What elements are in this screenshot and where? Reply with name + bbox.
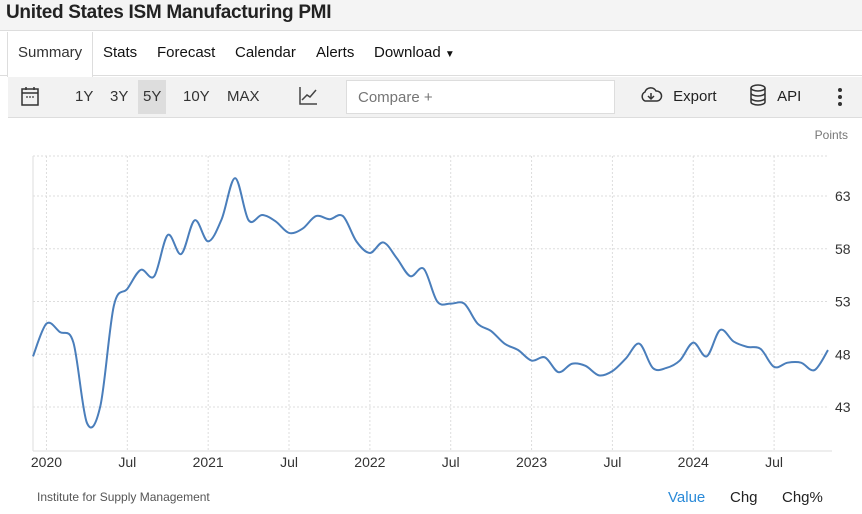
range-max[interactable]: MAX	[227, 88, 260, 105]
x-tick-label: 2020	[31, 454, 62, 470]
chart-type-icon[interactable]	[298, 86, 318, 106]
tab-forecast[interactable]: Forecast	[157, 44, 216, 61]
tab-alerts[interactable]: Alerts	[316, 44, 355, 61]
tab-download-label: Download	[374, 44, 441, 61]
x-tick-label: 2023	[516, 454, 547, 470]
export-button[interactable]: Export	[639, 80, 717, 114]
calendar-icon[interactable]	[21, 86, 39, 106]
range-5y[interactable]: 5Y	[138, 80, 167, 114]
tab-summary[interactable]: Summary	[7, 32, 94, 77]
range-3y[interactable]: 3Y	[110, 88, 129, 105]
chg-button[interactable]: Chg	[730, 489, 758, 506]
tab-download[interactable]: Download ▼	[374, 32, 455, 76]
x-tick-label: Jul	[280, 454, 298, 470]
value-button[interactable]: Value	[668, 489, 706, 506]
x-tick-label: 2022	[354, 454, 385, 470]
y-tick-label: 58	[835, 241, 851, 257]
chg-percent-button[interactable]: Chg%	[782, 489, 823, 506]
tab-calendar[interactable]: Calendar	[235, 44, 296, 61]
more-options-icon[interactable]	[837, 87, 843, 107]
database-icon	[750, 84, 766, 106]
range-10y[interactable]: 10Y	[183, 88, 210, 105]
caret-down-icon: ▼	[444, 49, 455, 60]
title-bar: United States ISM Manufacturing PMI	[0, 0, 862, 31]
y-tick-label: 53	[835, 294, 851, 310]
source-label: Institute for Supply Management	[37, 490, 210, 504]
x-tick-label: 2024	[678, 454, 709, 470]
chart-toolbar: 1Y 3Y 5Y 10Y MAX Export API	[8, 77, 862, 118]
y-tick-label: 63	[835, 188, 851, 204]
api-label: API	[777, 88, 802, 105]
tab-stats[interactable]: Stats	[103, 44, 138, 61]
x-tick-label: 2021	[193, 454, 224, 470]
series-line	[32, 177, 829, 429]
tab-bar: Summary Stats Forecast Calendar Alerts D…	[0, 32, 862, 77]
x-tick-label: Jul	[765, 454, 783, 470]
x-tick-label: Jul	[118, 454, 136, 470]
y-tick-label: 48	[835, 346, 851, 362]
x-tick-label: Jul	[442, 454, 460, 470]
page-title: United States ISM Manufacturing PMI	[6, 2, 332, 23]
api-button[interactable]: API	[749, 80, 801, 114]
export-label: Export	[673, 88, 717, 105]
cloud-download-icon	[641, 87, 663, 102]
x-tick-label: Jul	[603, 454, 621, 470]
range-1y[interactable]: 1Y	[75, 88, 94, 105]
unit-label: Points	[814, 128, 848, 142]
y-tick-label: 43	[835, 399, 851, 415]
compare-input[interactable]	[346, 80, 615, 114]
